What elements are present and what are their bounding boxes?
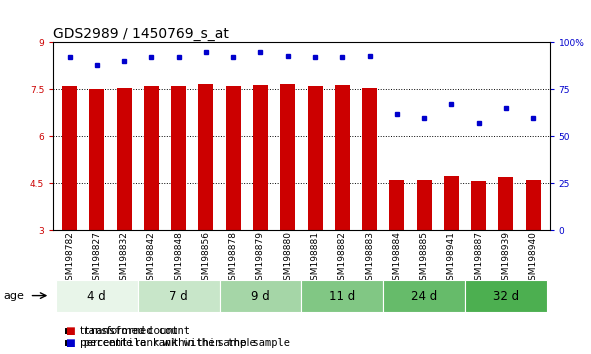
Bar bbox=[220, 280, 301, 312]
Text: ■: ■ bbox=[65, 338, 74, 348]
Bar bbox=[307, 86, 323, 230]
Bar bbox=[465, 280, 547, 312]
Text: 7 d: 7 d bbox=[169, 290, 188, 303]
Bar bbox=[335, 85, 350, 230]
Bar bbox=[56, 280, 138, 312]
Text: 9 d: 9 d bbox=[251, 290, 270, 303]
Text: ■: ■ bbox=[65, 326, 74, 336]
Text: transformed count: transformed count bbox=[80, 326, 177, 336]
Bar bbox=[199, 84, 213, 230]
Bar bbox=[171, 86, 186, 230]
Bar bbox=[362, 87, 377, 230]
Bar bbox=[498, 177, 514, 230]
Bar bbox=[62, 86, 77, 230]
Text: percentile rank within the sample: percentile rank within the sample bbox=[80, 338, 256, 348]
Bar bbox=[116, 87, 132, 230]
Bar bbox=[417, 180, 431, 230]
Text: age: age bbox=[3, 291, 24, 301]
Bar bbox=[526, 181, 541, 230]
Bar bbox=[138, 280, 220, 312]
Text: 11 d: 11 d bbox=[329, 290, 355, 303]
Bar bbox=[89, 89, 105, 230]
Bar bbox=[471, 181, 486, 230]
Text: GDS2989 / 1450769_s_at: GDS2989 / 1450769_s_at bbox=[53, 28, 229, 41]
Bar bbox=[389, 180, 404, 230]
Bar bbox=[144, 86, 159, 230]
Text: ■  transformed count: ■ transformed count bbox=[65, 326, 190, 336]
Text: 32 d: 32 d bbox=[493, 290, 519, 303]
Text: ■  percentile rank within the sample: ■ percentile rank within the sample bbox=[65, 338, 290, 348]
Bar bbox=[253, 85, 268, 230]
Bar bbox=[301, 280, 383, 312]
Bar bbox=[226, 86, 241, 230]
Text: 4 d: 4 d bbox=[87, 290, 106, 303]
Bar bbox=[444, 176, 459, 230]
Bar bbox=[280, 84, 296, 230]
Bar bbox=[383, 280, 465, 312]
Text: 24 d: 24 d bbox=[411, 290, 437, 303]
